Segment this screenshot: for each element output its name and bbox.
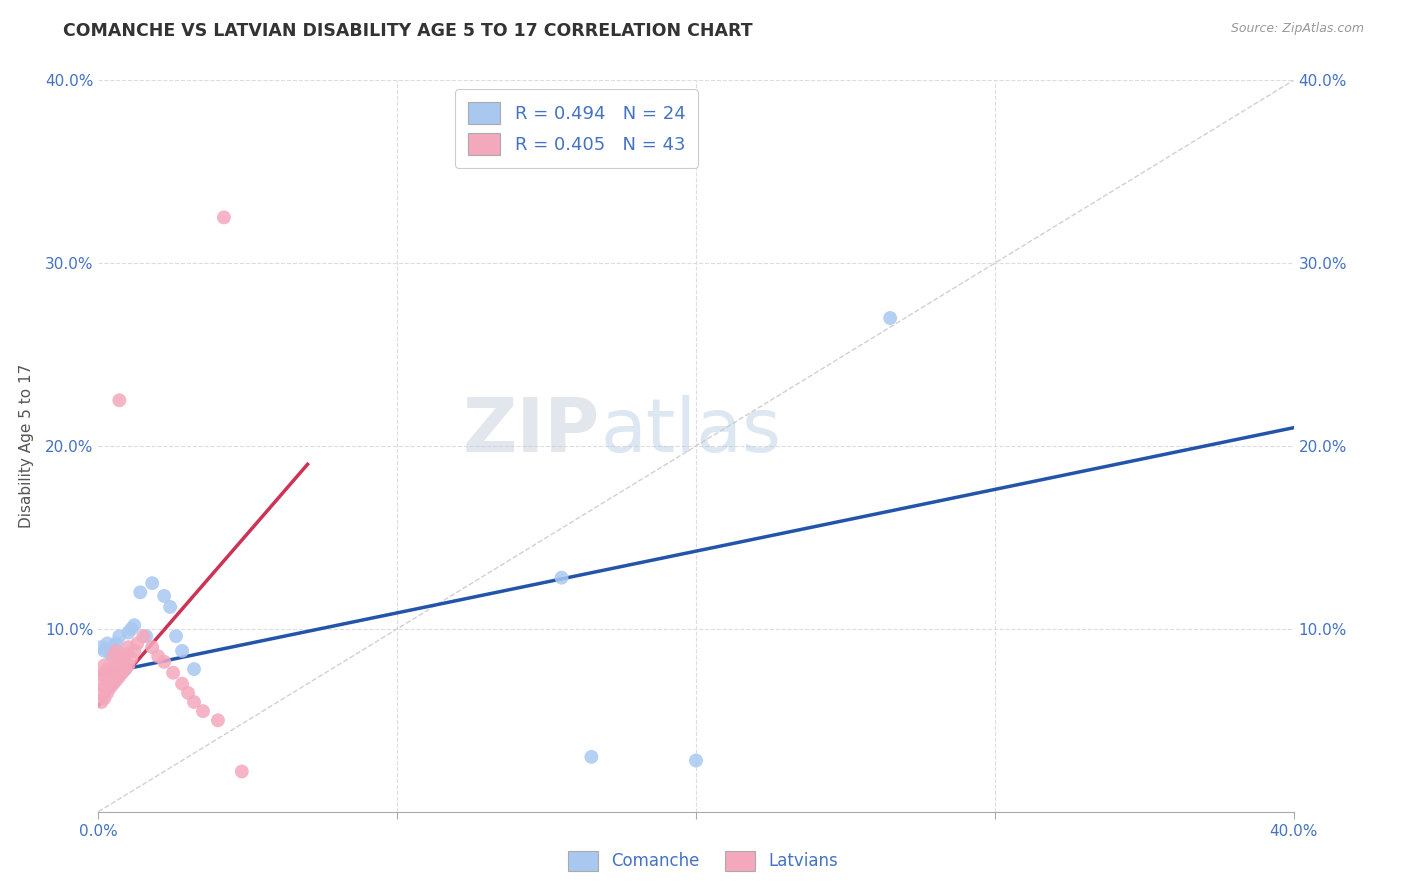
Point bbox=[117, 625, 139, 640]
Point bbox=[879, 311, 901, 326]
Point bbox=[207, 714, 229, 728]
Point bbox=[153, 655, 176, 669]
Point bbox=[177, 686, 200, 700]
Point bbox=[105, 644, 128, 658]
Point bbox=[93, 691, 115, 706]
Point bbox=[183, 662, 205, 676]
Point bbox=[581, 749, 603, 764]
Point bbox=[93, 667, 115, 681]
Point bbox=[685, 754, 707, 768]
Point bbox=[90, 667, 112, 681]
Point bbox=[159, 599, 181, 614]
Point bbox=[93, 658, 115, 673]
Point bbox=[105, 636, 128, 650]
Point bbox=[108, 669, 131, 683]
Legend: Comanche, Latvians: Comanche, Latvians bbox=[560, 842, 846, 880]
Point bbox=[103, 662, 125, 676]
Point bbox=[550, 571, 572, 585]
Y-axis label: Disability Age 5 to 17: Disability Age 5 to 17 bbox=[18, 364, 34, 528]
Point bbox=[172, 676, 194, 690]
Point bbox=[183, 695, 205, 709]
Point bbox=[93, 644, 115, 658]
Point bbox=[117, 658, 139, 673]
Point bbox=[103, 676, 125, 690]
Point bbox=[127, 636, 149, 650]
Point bbox=[114, 662, 136, 676]
Point bbox=[100, 665, 122, 680]
Point bbox=[132, 629, 155, 643]
Point bbox=[148, 649, 170, 664]
Point bbox=[141, 576, 163, 591]
Point bbox=[162, 665, 184, 680]
Point bbox=[120, 651, 142, 665]
Point bbox=[103, 649, 125, 664]
Point bbox=[108, 393, 131, 408]
Point bbox=[124, 618, 146, 632]
Point bbox=[191, 704, 214, 718]
Point bbox=[129, 585, 152, 599]
Point bbox=[124, 644, 146, 658]
Legend: R = 0.494   N = 24, R = 0.405   N = 43: R = 0.494 N = 24, R = 0.405 N = 43 bbox=[456, 89, 697, 168]
Point bbox=[111, 651, 134, 665]
Point bbox=[212, 211, 235, 225]
Point bbox=[90, 640, 112, 655]
Point bbox=[114, 662, 136, 676]
Point bbox=[103, 640, 125, 655]
Point bbox=[108, 629, 131, 643]
Text: ZIP: ZIP bbox=[463, 395, 600, 468]
Point bbox=[96, 662, 118, 676]
Point bbox=[90, 695, 112, 709]
Point bbox=[100, 681, 122, 695]
Point bbox=[100, 648, 122, 662]
Point bbox=[111, 665, 134, 680]
Point bbox=[172, 644, 194, 658]
Text: COMANCHE VS LATVIAN DISABILITY AGE 5 TO 17 CORRELATION CHART: COMANCHE VS LATVIAN DISABILITY AGE 5 TO … bbox=[63, 22, 752, 40]
Point bbox=[111, 655, 134, 669]
Point bbox=[93, 681, 115, 695]
Point bbox=[141, 640, 163, 655]
Text: Source: ZipAtlas.com: Source: ZipAtlas.com bbox=[1230, 22, 1364, 36]
Point bbox=[120, 622, 142, 636]
Point bbox=[96, 673, 118, 687]
Point bbox=[90, 686, 112, 700]
Point bbox=[96, 636, 118, 650]
Point bbox=[135, 629, 157, 643]
Point bbox=[90, 676, 112, 690]
Point bbox=[108, 655, 131, 669]
Point bbox=[105, 658, 128, 673]
Point bbox=[96, 686, 118, 700]
Point bbox=[231, 764, 253, 779]
Point bbox=[114, 648, 136, 662]
Point bbox=[153, 589, 176, 603]
Text: atlas: atlas bbox=[600, 395, 782, 468]
Point bbox=[105, 673, 128, 687]
Point bbox=[117, 640, 139, 655]
Point bbox=[165, 629, 187, 643]
